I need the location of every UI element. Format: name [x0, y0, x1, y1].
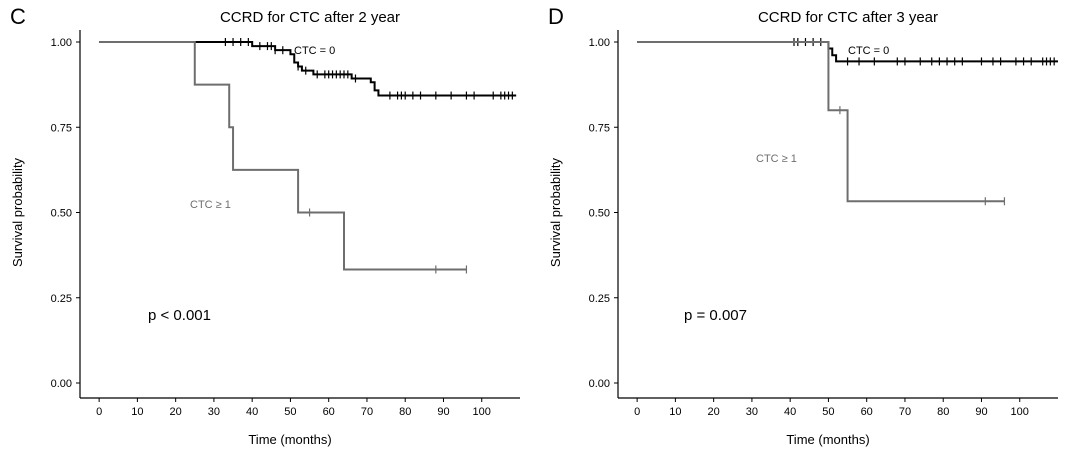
- x-tick-label: 100: [1011, 406, 1029, 418]
- panel-c: C CCRD for CTC after 2 year 0.00 0.25 0.50 0.…: [10, 4, 520, 447]
- series-label: CTC = 0: [294, 45, 335, 57]
- x-tick-label: 60: [861, 406, 873, 418]
- x-tick-label: 80: [399, 406, 411, 418]
- series-label: CTC ≥ 1: [756, 153, 797, 165]
- x-axis-title: Time (months): [248, 432, 331, 447]
- panel-letter: D: [548, 4, 564, 29]
- survival-curve: [637, 41, 1005, 203]
- series-label: CTC ≥ 1: [190, 199, 231, 211]
- x-tick-label: 20: [170, 406, 182, 418]
- y-tick-label: 1.00: [589, 37, 610, 49]
- x-tick-label: 70: [899, 406, 911, 418]
- x-tick-label: 20: [708, 406, 720, 418]
- y-axis-title: Survival probability: [10, 157, 25, 267]
- chart-title: CCRD for CTC after 3 year: [758, 9, 938, 26]
- x-tick-label: 10: [669, 406, 681, 418]
- y-tick-label: 0.75: [589, 122, 610, 134]
- x-tick-label: 30: [746, 406, 758, 418]
- x-tick-label: 0: [634, 406, 640, 418]
- p-value-annotation: p = 0.007: [684, 307, 747, 324]
- x-tick-label: 50: [822, 406, 834, 418]
- y-tick-label: 0.25: [51, 293, 72, 305]
- panel-letter: C: [10, 4, 26, 29]
- panel-d: D CCRD for CTC after 3 year 0.00 0.25 0.50 0.…: [548, 4, 1058, 447]
- x-tick-label: 100: [473, 406, 491, 418]
- x-tick-label: 0: [96, 406, 102, 418]
- y-tick-label: 0.50: [589, 208, 610, 220]
- x-tick-label: 60: [323, 406, 335, 418]
- y-axis-title: Survival probability: [548, 157, 563, 267]
- y-tick-label: 1.00: [51, 37, 72, 49]
- survival-curve: [99, 41, 467, 271]
- x-tick-label: 30: [208, 406, 220, 418]
- y-tick-label: 0.00: [51, 378, 72, 390]
- x-tick-label: 50: [284, 406, 296, 418]
- x-tick-label: 90: [975, 406, 987, 418]
- y-tick-label: 0.50: [51, 208, 72, 220]
- x-tick-label: 70: [361, 406, 373, 418]
- x-tick-label: 80: [937, 406, 949, 418]
- y-tick-label: 0.25: [589, 293, 610, 305]
- y-tick-label: 0.00: [589, 378, 610, 390]
- y-tick-label: 0.75: [51, 122, 72, 134]
- chart-title: CCRD for CTC after 2 year: [220, 9, 400, 26]
- x-tick-label: 40: [246, 406, 258, 418]
- series-label: CTC = 0: [848, 45, 889, 57]
- x-tick-label: 90: [437, 406, 449, 418]
- x-tick-label: 10: [131, 406, 143, 418]
- x-axis-title: Time (months): [786, 432, 869, 447]
- p-value-annotation: p < 0.001: [148, 307, 211, 324]
- x-tick-label: 40: [784, 406, 796, 418]
